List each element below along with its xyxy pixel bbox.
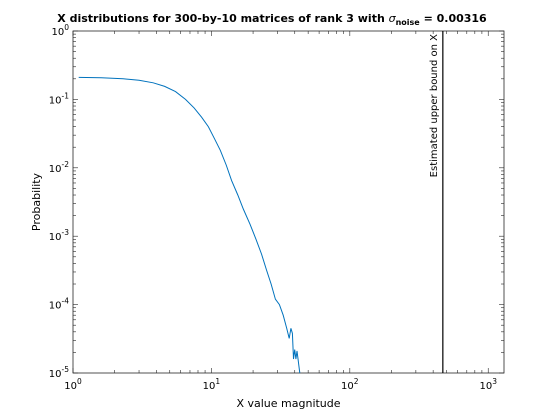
x-axis-label: X value magnitude [236,397,340,410]
y-tick-label: 10-1 [49,91,69,106]
chart-title: X distributions for 300-by-10 matrices o… [57,12,487,27]
y-tick-labels: 10-5 10-4 10-3 10-2 10-1 100 [49,23,69,380]
x-tick-label: 102 [341,377,359,392]
x-tick-label: 101 [203,377,221,392]
x-tick-labels: 100 101 102 103 [64,377,497,392]
y-tick-label: 10-4 [49,297,69,312]
y-tick-label: 10-2 [49,160,69,175]
upper-bound-label: Estimated upper bound on X [429,34,440,177]
series-line [78,76,301,374]
tick-marks [72,30,504,374]
y-axis-label: Probability [30,172,43,231]
x-tick-label: 103 [479,377,497,392]
y-tick-label: 10-5 [49,365,69,380]
x-tick-label: 100 [64,377,82,392]
y-tick-label: 10-3 [49,228,69,243]
axes-box [72,30,505,374]
y-tick-label: 100 [51,23,69,38]
